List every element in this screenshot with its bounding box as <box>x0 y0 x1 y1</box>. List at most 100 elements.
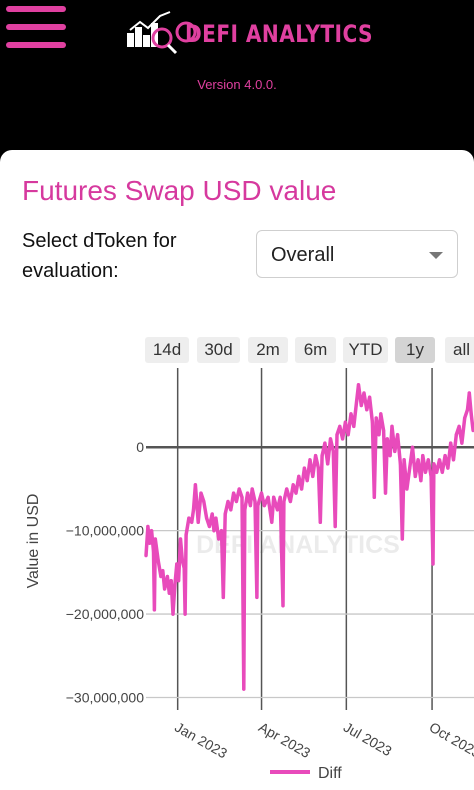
data-point <box>321 454 324 457</box>
x-tick-label: Oct 2023 <box>427 719 474 761</box>
data-point <box>170 579 173 582</box>
data-point <box>411 446 414 449</box>
data-point <box>249 504 252 507</box>
data-point <box>446 467 449 470</box>
data-point <box>349 412 352 415</box>
data-point <box>279 496 282 499</box>
data-point <box>243 508 246 511</box>
data-point <box>238 487 241 490</box>
data-point <box>272 496 275 499</box>
data-point <box>405 487 408 490</box>
data-point <box>260 492 263 495</box>
data-point <box>382 429 385 432</box>
data-point <box>297 475 300 478</box>
y-tick-label: −30,000,000 <box>66 689 144 705</box>
data-point <box>332 450 335 453</box>
data-point <box>251 487 254 490</box>
x-tick-label: Jul 2023 <box>341 719 395 759</box>
data-point <box>173 583 176 586</box>
x-tick-label: Jan 2023 <box>172 719 230 762</box>
data-point <box>347 433 350 436</box>
data-point <box>276 508 279 511</box>
data-point <box>384 492 387 495</box>
data-point <box>222 596 225 599</box>
data-point <box>326 462 329 465</box>
chart-watermark: DEFI ANALYTICS <box>196 531 400 559</box>
data-point <box>335 433 338 436</box>
x-tick-label: Apr 2023 <box>256 719 313 761</box>
data-point <box>308 458 311 461</box>
data-point <box>368 396 371 399</box>
data-point <box>344 421 347 424</box>
data-point <box>317 467 320 470</box>
data-point <box>362 391 365 394</box>
y-tick-label: 0 <box>136 439 144 455</box>
data-point <box>441 471 444 474</box>
data-point <box>390 425 393 428</box>
data-point <box>396 433 399 436</box>
data-point <box>150 529 153 532</box>
data-point <box>232 492 235 495</box>
data-point <box>242 688 245 691</box>
data-point <box>365 408 368 411</box>
data-point <box>306 479 309 482</box>
data-point <box>270 521 273 524</box>
data-point <box>267 496 270 499</box>
data-point <box>220 529 223 532</box>
data-point <box>154 537 157 540</box>
y-tick-label: −20,000,000 <box>66 606 144 622</box>
data-point <box>360 404 363 407</box>
data-point <box>161 569 164 572</box>
data-point <box>202 500 205 503</box>
data-point <box>438 458 441 461</box>
data-point <box>253 500 256 503</box>
data-point <box>294 492 297 495</box>
data-point <box>163 587 166 590</box>
data-point <box>417 458 420 461</box>
data-point <box>246 492 249 495</box>
data-point <box>432 462 435 465</box>
data-point <box>175 562 178 565</box>
data-point <box>424 471 427 474</box>
data-point <box>157 558 160 561</box>
data-point <box>183 567 186 570</box>
data-point <box>282 500 285 503</box>
data-point <box>171 613 174 616</box>
data-point <box>224 512 227 515</box>
data-point <box>352 425 355 428</box>
data-point <box>355 400 358 403</box>
data-point <box>285 487 288 490</box>
data-point <box>377 433 380 436</box>
data-point <box>319 521 322 524</box>
data-point <box>229 508 232 511</box>
data-point <box>421 454 424 457</box>
data-point <box>414 475 417 478</box>
data-point <box>177 579 180 582</box>
data-point <box>470 412 473 415</box>
data-point <box>235 500 238 503</box>
data-point <box>214 517 217 520</box>
data-point <box>190 521 193 524</box>
data-point <box>192 508 195 511</box>
data-point <box>226 500 229 503</box>
data-point <box>199 492 202 495</box>
data-point <box>166 575 169 578</box>
data-point <box>311 475 314 478</box>
data-point <box>205 517 208 520</box>
data-point <box>375 416 378 419</box>
data-point <box>403 458 406 461</box>
data-point <box>393 450 396 453</box>
data-point <box>168 592 171 595</box>
data-point <box>338 425 341 428</box>
data-point <box>468 391 471 394</box>
data-point <box>463 416 466 419</box>
data-point <box>449 442 452 445</box>
data-point <box>386 437 389 440</box>
data-point <box>371 421 374 424</box>
data-point <box>185 533 188 536</box>
data-point <box>435 471 438 474</box>
data-point <box>300 487 303 490</box>
data-point <box>303 467 306 470</box>
data-point <box>357 383 360 386</box>
data-point <box>181 558 184 561</box>
